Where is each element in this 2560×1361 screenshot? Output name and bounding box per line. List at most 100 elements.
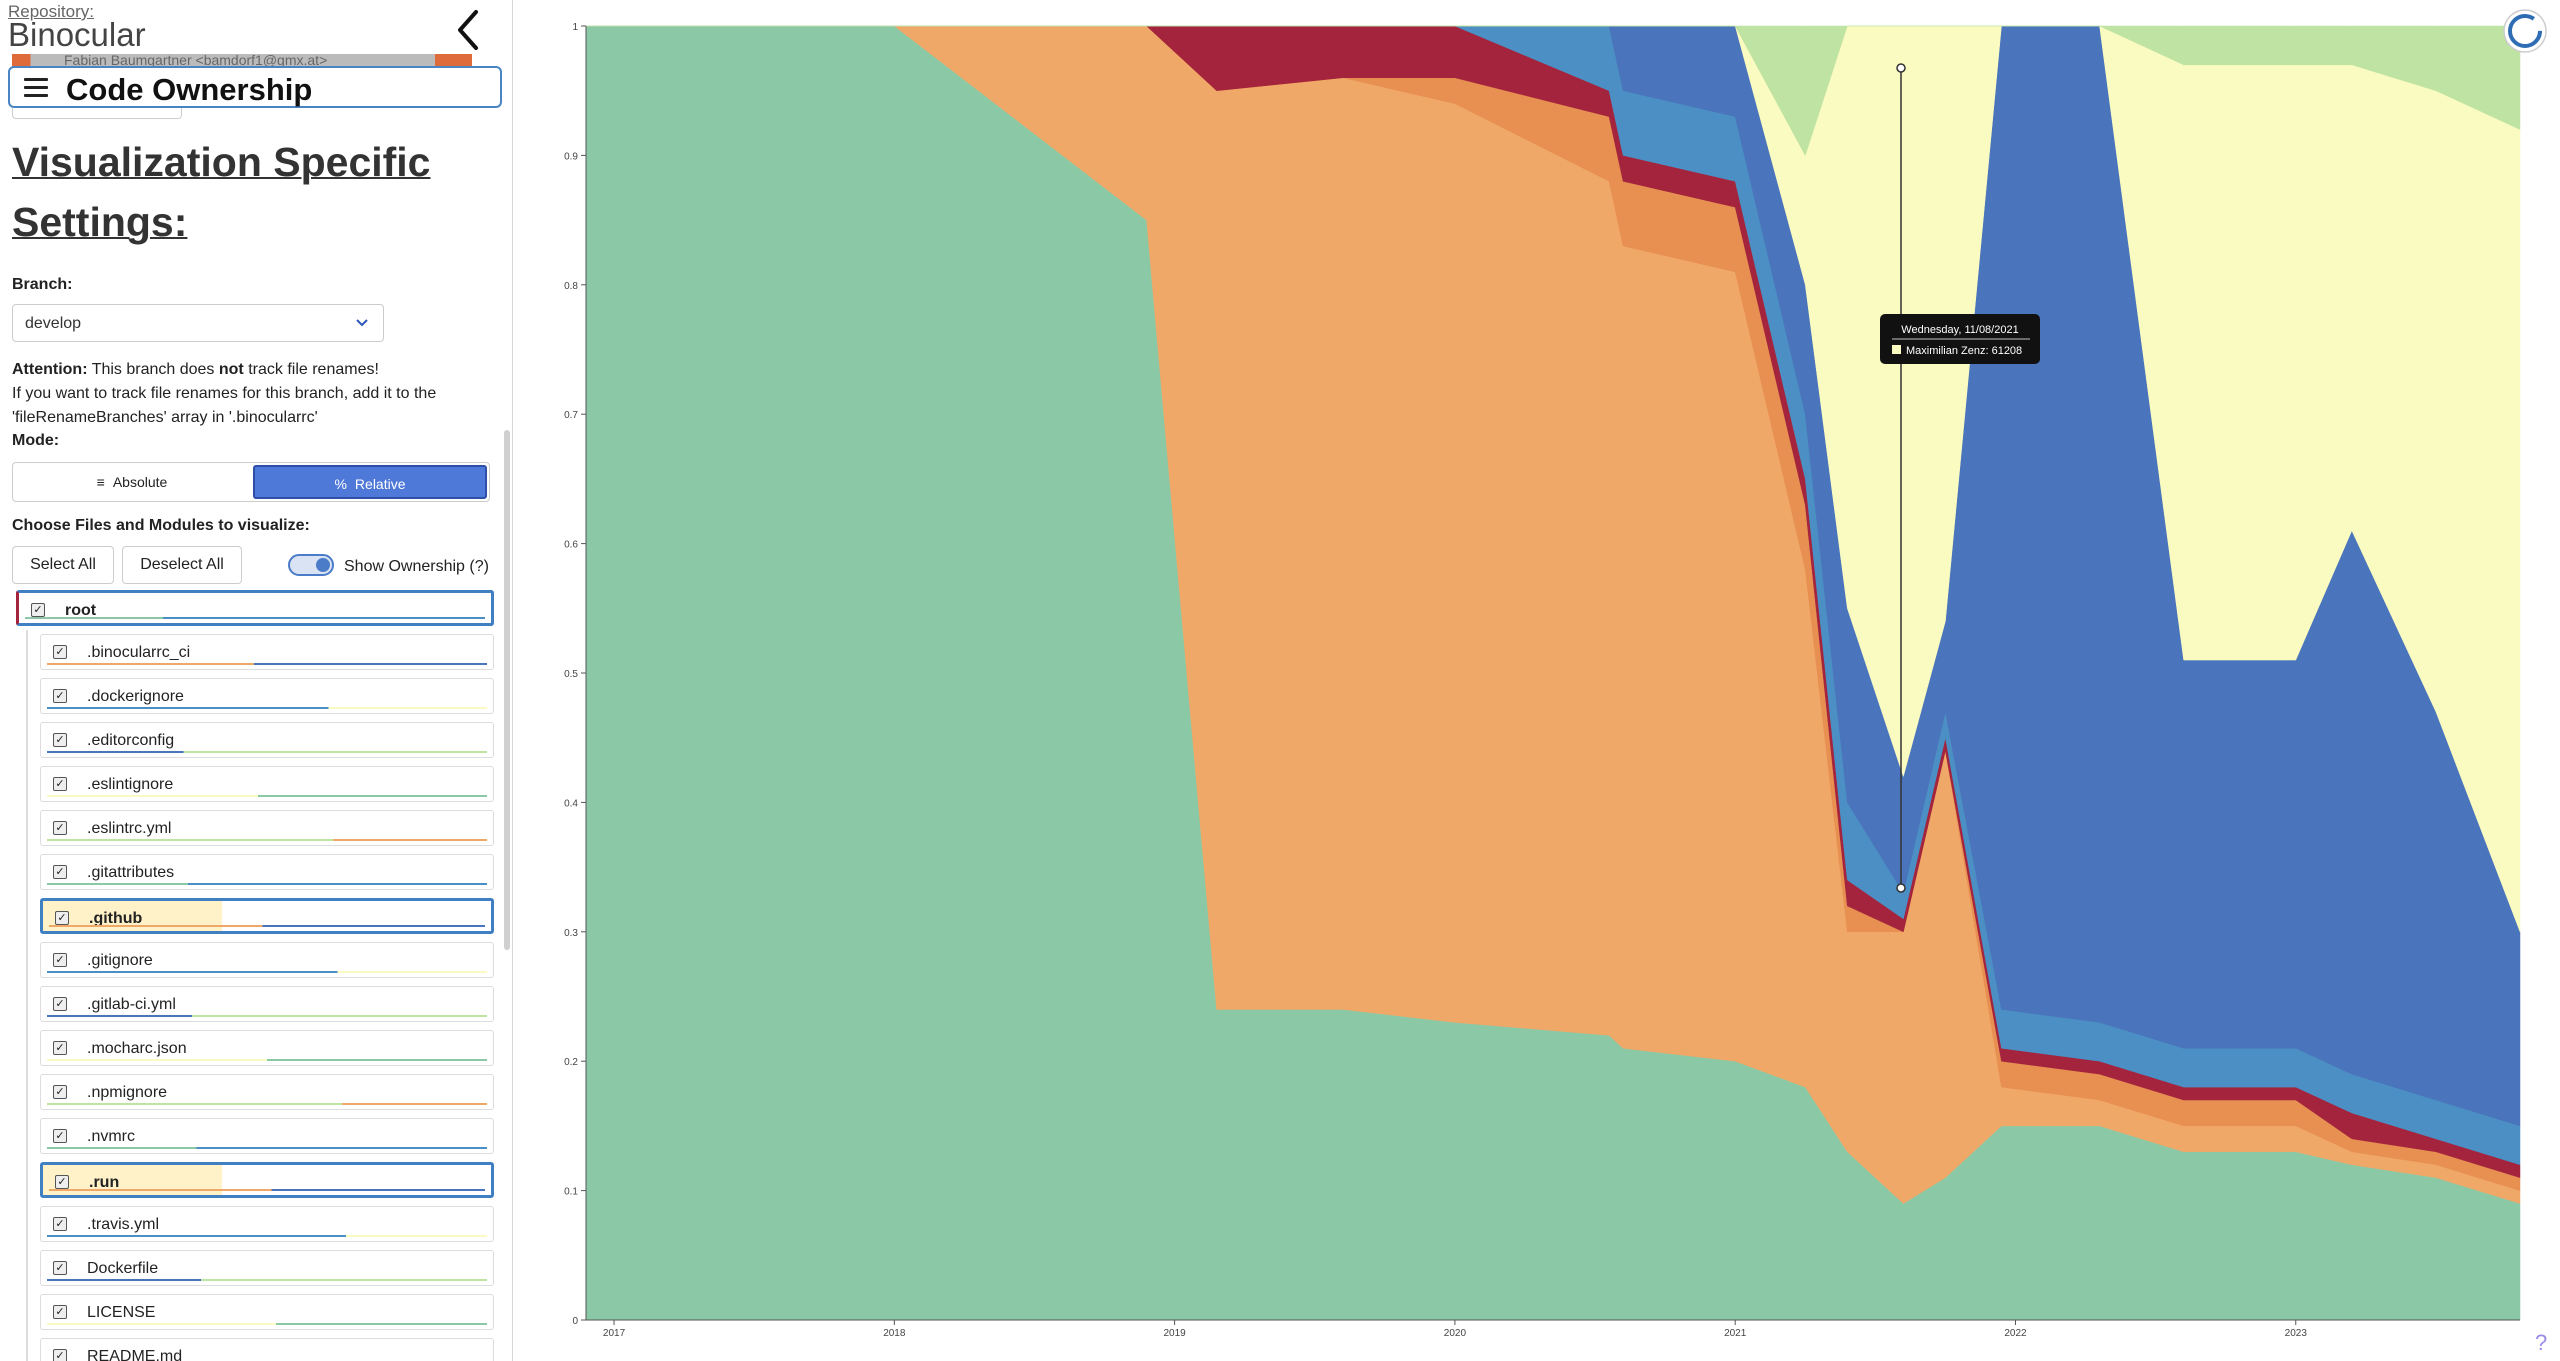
file-checkbox[interactable]: ✓ (53, 1261, 67, 1275)
folder-item[interactable]: ✓ .run (40, 1162, 494, 1198)
file-name: .nvmrc (87, 1128, 135, 1145)
ownership-strip (47, 1323, 487, 1325)
list-icon: ≡ (96, 474, 105, 490)
ownership-strip (49, 1189, 485, 1191)
author-strip: Fabian Baumgartner <bamdorf1@gmx.at> (12, 54, 472, 68)
file-checkbox[interactable]: ✓ (53, 645, 67, 659)
mode-toggle-group: ≡ Absolute % Relative (12, 462, 490, 502)
file-item[interactable]: ✓ README.md (40, 1338, 494, 1361)
file-checkbox[interactable]: ✓ (53, 821, 67, 835)
file-checkbox[interactable]: ✓ (53, 777, 67, 791)
sidebar-scrollbar[interactable] (504, 430, 510, 950)
y-tick-label: 0.3 (564, 928, 578, 939)
collapse-sidebar-chevron-icon[interactable] (450, 8, 490, 52)
file-item[interactable]: ✓ .mocharc.json (40, 1030, 494, 1066)
choose-files-label: Choose Files and Modules to visualize: (12, 517, 310, 534)
file-checkbox[interactable]: ✓ (31, 603, 45, 617)
ownership-strip (47, 971, 487, 973)
attention-text-pre: This branch does (87, 361, 219, 378)
file-checkbox[interactable]: ✓ (53, 1349, 67, 1361)
file-tree-root[interactable]: ✓ root (16, 590, 494, 626)
attention-line-3: 'fileRenameBranches' array in '.binocula… (12, 409, 318, 426)
hover-point-bottom (1896, 883, 1906, 893)
code-ownership-chart[interactable]: 0 0.1 0.2 0.3 0.4 0.5 0.6 0.7 0.8 0.9 1 2017 2018 201… (520, 0, 2560, 1361)
file-item[interactable]: ✓ Dockerfile (40, 1250, 494, 1286)
file-item[interactable]: ✓ .dockerignore (40, 678, 494, 714)
sidebar: Repository: Binocular Fabian Baumgartner… (0, 0, 513, 1361)
file-item[interactable]: ✓ .eslintrc.yml (40, 810, 494, 846)
file-item[interactable]: ✓ .nvmrc (40, 1118, 494, 1154)
file-checkbox[interactable]: ✓ (55, 911, 69, 925)
branch-select[interactable]: develop (12, 304, 384, 342)
area-series-8[interactable] (586, 25, 2521, 157)
author-strip-text: Fabian Baumgartner <bamdorf1@gmx.at> (64, 54, 328, 68)
hover-layer: Wednesday, 11/08/2021 Maximilian Zenz: 61… (1880, 63, 2040, 893)
repository-label: Repository: (8, 2, 94, 21)
visualization-title: Code Ownership (66, 72, 313, 107)
y-tick-label: 0.1 (564, 1187, 578, 1198)
tree-indent-line (26, 630, 28, 1361)
file-name: Dockerfile (87, 1260, 159, 1277)
y-tick-label: 0.7 (564, 410, 578, 421)
file-name: root (65, 602, 97, 619)
x-tick-label: 2021 (1724, 1328, 1747, 1339)
tooltip-swatch (1892, 345, 1901, 354)
file-name: .eslintignore (87, 776, 174, 793)
ownership-strip (47, 795, 487, 797)
ownership-strip (47, 1279, 487, 1281)
file-name: .gitignore (87, 952, 153, 969)
file-item[interactable]: ✓ .gitattributes (40, 854, 494, 890)
file-name: .editorconfig (87, 732, 175, 749)
file-checkbox[interactable]: ✓ (53, 689, 67, 703)
file-item[interactable]: ✓ .gitlab-ci.yml (40, 986, 494, 1022)
show-ownership-toggle[interactable] (288, 554, 334, 576)
selector-dropdown-edge (12, 108, 182, 119)
file-checkbox[interactable]: ✓ (55, 1175, 69, 1189)
folder-item[interactable]: ✓ .github (40, 898, 494, 934)
file-item[interactable]: ✓ .travis.yml (40, 1206, 494, 1242)
file-checkbox[interactable]: ✓ (53, 1217, 67, 1231)
mode-relative-button[interactable]: % Relative (253, 465, 487, 499)
y-tick-label: 0.6 (564, 540, 578, 551)
file-item[interactable]: ✓ .editorconfig (40, 722, 494, 758)
y-tick-label: 0.8 (564, 281, 578, 292)
file-name: .dockerignore (87, 688, 184, 705)
ownership-strip (47, 1235, 487, 1237)
visualization-selector[interactable]: Code Ownership (8, 66, 502, 108)
deselect-all-button[interactable]: Deselect All (122, 546, 242, 584)
branch-select-value: develop (25, 315, 82, 332)
sync-status-icon[interactable] (2502, 8, 2548, 54)
y-tick-label: 0.4 (564, 798, 578, 809)
file-name: .binocularrc_ci (87, 644, 191, 661)
hamburger-menu-icon[interactable] (24, 78, 48, 102)
file-name: README.md (87, 1348, 183, 1361)
x-tick-label: 2018 (883, 1328, 906, 1339)
file-item[interactable]: ✓ LICENSE (40, 1294, 494, 1330)
file-checkbox[interactable]: ✓ (53, 953, 67, 967)
y-tick-label: 0.9 (564, 151, 578, 162)
file-item[interactable]: ✓ .binocularrc_ci (40, 634, 494, 670)
ownership-strip (47, 883, 487, 885)
file-checkbox[interactable]: ✓ (53, 1085, 67, 1099)
ownership-strip (47, 839, 487, 841)
x-tick-label: 2023 (2285, 1328, 2308, 1339)
repository-name: Binocular (8, 16, 146, 53)
file-item[interactable]: ✓ .eslintignore (40, 766, 494, 802)
file-checkbox[interactable]: ✓ (53, 1129, 67, 1143)
help-icon[interactable]: ? (2535, 1330, 2548, 1355)
file-checkbox[interactable]: ✓ (53, 997, 67, 1011)
x-tick-label: 2017 (603, 1328, 626, 1339)
file-name: .gitattributes (87, 864, 175, 881)
file-checkbox[interactable]: ✓ (53, 733, 67, 747)
select-all-button[interactable]: Select All (12, 546, 114, 584)
file-item[interactable]: ✓ .gitignore (40, 942, 494, 978)
chart-axes: 0 0.1 0.2 0.3 0.4 0.5 0.6 0.7 0.8 0.9 1 2017 2018 201… (564, 22, 2520, 1339)
x-tick-label: 2020 (1444, 1328, 1467, 1339)
mode-absolute-button[interactable]: ≡ Absolute (15, 465, 249, 499)
mode-absolute-label: Absolute (112, 474, 168, 490)
file-checkbox[interactable]: ✓ (53, 865, 67, 879)
file-checkbox[interactable]: ✓ (53, 1305, 67, 1319)
file-item[interactable]: ✓ .npmignore (40, 1074, 494, 1110)
file-name: .run (89, 1174, 120, 1191)
file-checkbox[interactable]: ✓ (53, 1041, 67, 1055)
